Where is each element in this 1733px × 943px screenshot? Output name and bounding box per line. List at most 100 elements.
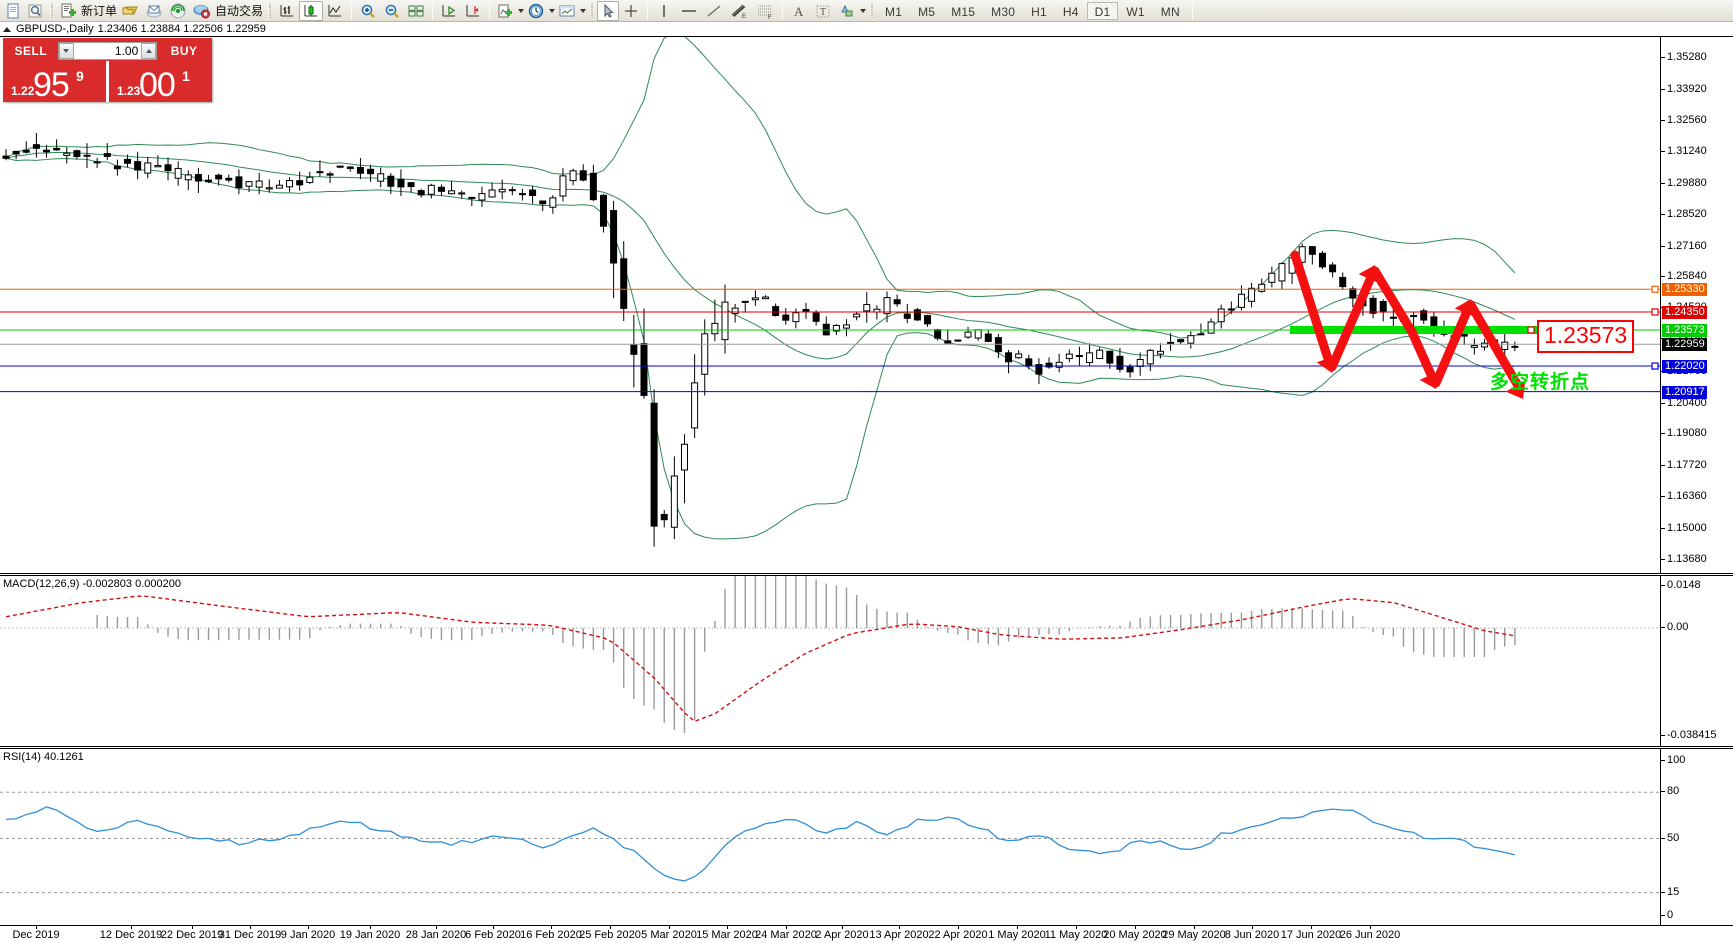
support-level-green-tag[interactable]: 1.23573 xyxy=(1662,323,1707,337)
macd-pane[interactable]: MACD(12,26,9) -0.002803 0.000200 0.0148 0… xyxy=(0,575,1733,747)
crosshair-icon[interactable] xyxy=(619,1,643,21)
turning-point-annotation: 多空转折点 xyxy=(1490,372,1591,393)
rsi-plot[interactable] xyxy=(0,749,1660,925)
svg-text:E: E xyxy=(742,14,746,20)
search-chart-icon[interactable] xyxy=(24,1,46,21)
period-dropdown-caret[interactable] xyxy=(549,8,556,13)
new-order-label[interactable]: 新订单 xyxy=(81,4,118,18)
candlestick-chart-icon[interactable] xyxy=(299,0,324,21)
date-label: 12 Dec 2019 xyxy=(99,929,163,941)
date-tick xyxy=(669,926,670,929)
templates-icon[interactable] xyxy=(555,1,579,21)
one-click-trading-panel[interactable]: SELL 1.00 BUY 1.22 95 9 1.23 00 1 xyxy=(3,38,212,104)
main-toolbar[interactable]: 新订单 自动交易 xyxy=(0,0,1733,22)
timeframe-m15[interactable]: M15 xyxy=(951,4,976,19)
line-chart-icon[interactable] xyxy=(323,1,347,21)
document-icon[interactable] xyxy=(2,1,24,21)
date-tick xyxy=(1076,926,1077,929)
timeframe-h4[interactable]: H4 xyxy=(1062,4,1079,19)
timeframe-d1[interactable]: D1 xyxy=(1086,1,1119,20)
chart-area[interactable]: 1.35280 1.33920 1.32560 1.31240 1.29880 1.285… xyxy=(0,36,1733,943)
indicators-dropdown-caret[interactable] xyxy=(518,8,525,13)
timeframe-w1[interactable]: W1 xyxy=(1126,4,1145,19)
autotrade-label[interactable]: 自动交易 xyxy=(215,4,264,18)
signal-icon[interactable] xyxy=(166,1,190,21)
date-label: 26 Jun 2020 xyxy=(1339,929,1401,941)
volume-down-button[interactable] xyxy=(58,43,74,59)
zoom-out-icon[interactable] xyxy=(380,1,404,21)
email-icon[interactable] xyxy=(142,1,166,21)
date-label: Dec 2019 xyxy=(12,929,60,941)
resistance-level-2-tag[interactable]: 1.24350 xyxy=(1662,305,1707,319)
date-label: 25 Feb 2020 xyxy=(579,929,641,941)
date-tick xyxy=(610,926,611,929)
toolbar-separator-2 xyxy=(268,2,272,19)
shapes-dropdown-caret[interactable] xyxy=(860,8,867,13)
toolbar-separator-6 xyxy=(590,2,594,19)
date-tick xyxy=(1311,926,1312,929)
date-tick xyxy=(786,926,787,929)
toolbar-separator-10 xyxy=(1191,1,1193,20)
date-label: 20 May 2020 xyxy=(1103,929,1167,941)
symbol-name: GBPUSD-,Daily xyxy=(16,23,94,35)
price-chart-pane[interactable]: 1.35280 1.33920 1.32560 1.31240 1.29880 1.285… xyxy=(0,36,1733,574)
resistance-level-1-tag[interactable]: 1.25330 xyxy=(1662,283,1707,297)
price-plot[interactable] xyxy=(0,37,1660,573)
timeframe-m1[interactable]: M1 xyxy=(885,4,903,19)
date-tick xyxy=(436,926,437,929)
support-level-blue-2-tag[interactable]: 1.20917 xyxy=(1662,385,1707,399)
chart-shift-icon[interactable] xyxy=(461,1,485,21)
indicators-icon[interactable] xyxy=(494,1,517,21)
toolbar-separator-8 xyxy=(782,1,784,20)
volume-input[interactable]: 1.00 xyxy=(57,42,158,60)
price-scale[interactable]: 1.35280 1.33920 1.32560 1.31240 1.29880 1.285… xyxy=(1660,37,1733,573)
toolbar-separator-7 xyxy=(647,1,649,20)
current-price-tag[interactable]: 1.22959 xyxy=(1662,338,1707,352)
rsi-chart-svg xyxy=(0,791,1660,894)
volume-value[interactable]: 1.00 xyxy=(114,44,139,58)
rsi-pane[interactable]: RSI(14) 40.1261 100 80 50 15 0 xyxy=(0,748,1733,926)
timeframe-mn[interactable]: MN xyxy=(1160,4,1180,19)
sell-button[interactable]: SELL xyxy=(14,44,48,58)
macd-chart-svg xyxy=(0,576,1660,734)
timeframe-m30[interactable]: M30 xyxy=(991,4,1016,19)
bar-chart-icon[interactable] xyxy=(275,1,299,21)
data-window-icon[interactable] xyxy=(404,1,428,21)
auto-scroll-icon[interactable] xyxy=(437,1,461,21)
toolbar-separator-9 xyxy=(870,2,874,19)
date-tick xyxy=(727,926,728,929)
templates-dropdown-caret[interactable] xyxy=(580,8,587,13)
horizontal-line-icon[interactable] xyxy=(676,1,702,21)
volume-up-button[interactable] xyxy=(141,43,157,59)
support-level-blue-1-tag[interactable]: 1.22020 xyxy=(1662,360,1707,374)
timeframe-h1[interactable]: H1 xyxy=(1031,4,1047,19)
new-order-icon[interactable] xyxy=(57,1,80,21)
buy-price-display[interactable]: 1.23 00 1 xyxy=(106,61,212,104)
cursor-icon[interactable] xyxy=(597,0,620,21)
period-icon[interactable] xyxy=(524,1,548,21)
macd-plot[interactable] xyxy=(0,576,1660,746)
trendline-icon[interactable] xyxy=(702,1,726,21)
text-icon[interactable]: T xyxy=(811,1,835,21)
timeframe-m5[interactable]: M5 xyxy=(918,4,936,19)
folder-icon[interactable] xyxy=(118,1,142,21)
date-label: 22 Dec 2019 xyxy=(160,929,224,941)
shapes-icon[interactable] xyxy=(835,1,859,21)
date-label: 2 Apr 2020 xyxy=(815,929,869,941)
date-tick xyxy=(842,926,843,929)
date-label: 8 Jun 2020 xyxy=(1224,929,1280,941)
autotrade-icon[interactable] xyxy=(190,1,214,21)
equidistant-channel-icon[interactable]: E xyxy=(726,1,752,21)
zoom-in-icon[interactable] xyxy=(356,1,380,21)
date-label: 19 Jan 2020 xyxy=(339,929,401,941)
date-tick xyxy=(1017,926,1018,929)
fibonacci-icon[interactable]: F xyxy=(752,1,778,21)
price-chart-svg xyxy=(0,37,1660,547)
date-label: 17 Jun 2020 xyxy=(1280,929,1342,941)
sell-price-display[interactable]: 1.22 95 9 xyxy=(11,66,84,104)
date-label: 6 Feb 2020 xyxy=(465,929,521,941)
text-label-icon[interactable]: A xyxy=(787,1,811,21)
vertical-line-icon[interactable] xyxy=(652,1,676,21)
date-tick xyxy=(551,926,552,929)
buy-button[interactable]: BUY xyxy=(170,44,198,58)
